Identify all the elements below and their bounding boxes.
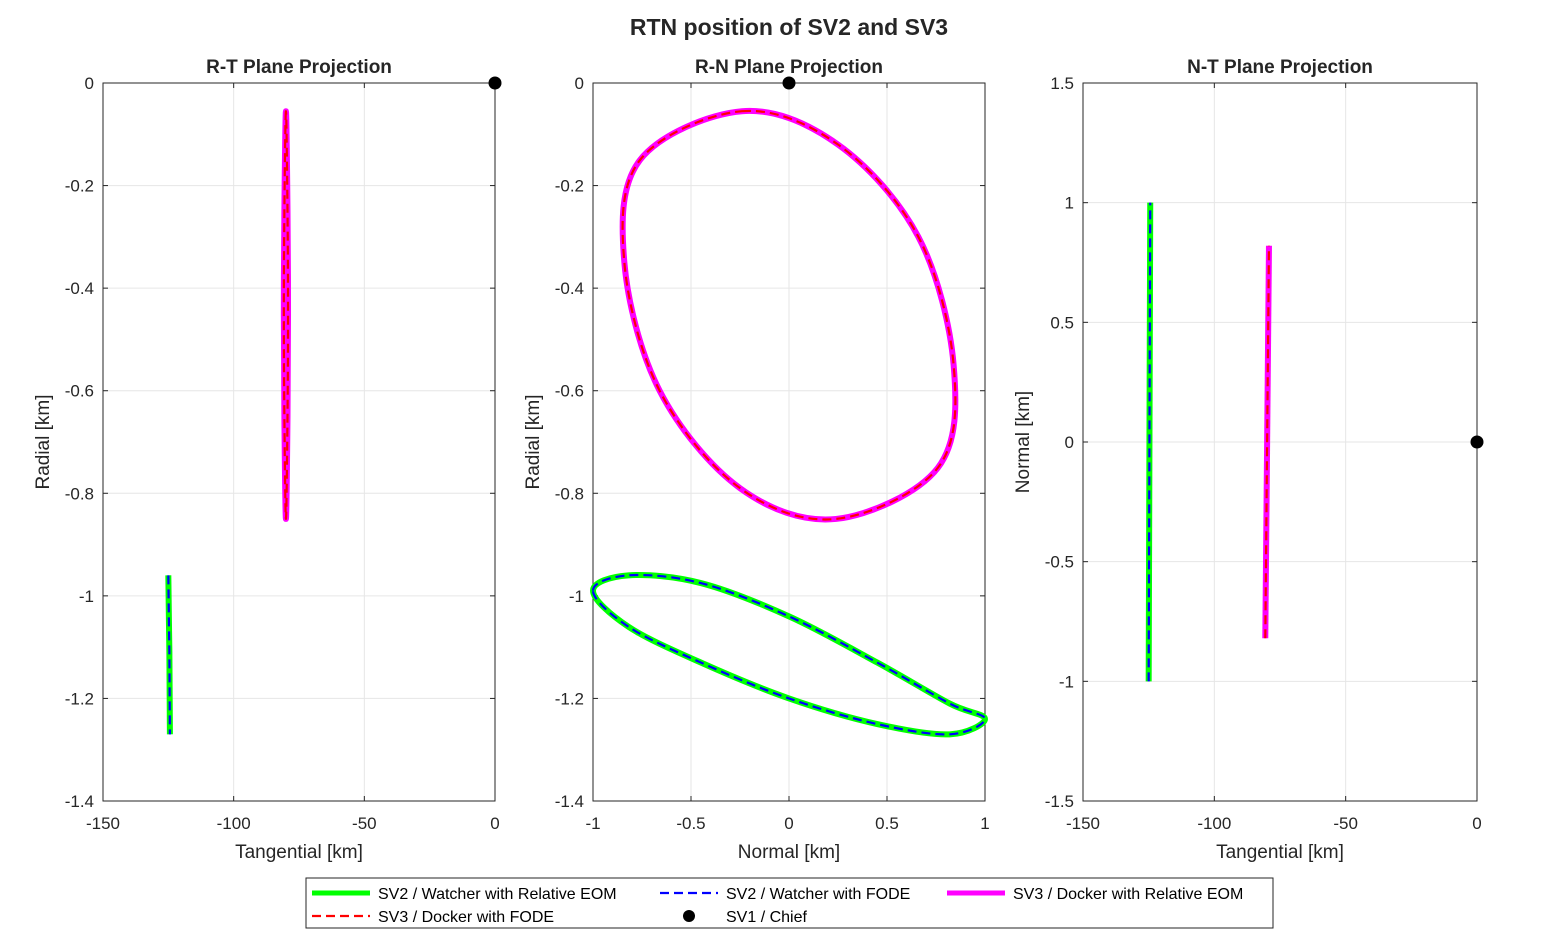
y-tick-label: 0 bbox=[85, 74, 94, 93]
y-tick-label: -0.6 bbox=[65, 382, 94, 401]
y-tick-label: -0.6 bbox=[555, 382, 584, 401]
x-tick-label: -50 bbox=[1333, 814, 1358, 833]
legend-entry: SV3 / Docker with FODE bbox=[312, 909, 554, 926]
series-line-2 bbox=[1147, 202, 1152, 682]
x-tick-label: 0.5 bbox=[875, 814, 899, 833]
y-tick-label: -0.4 bbox=[65, 279, 94, 298]
y-tick-label: -0.8 bbox=[555, 484, 584, 503]
y-tick-label: -0.4 bbox=[555, 279, 584, 298]
chief-marker bbox=[488, 76, 502, 90]
legend-label: SV2 / Watcher with FODE bbox=[726, 886, 910, 903]
x-axis-label: Tangential [km] bbox=[1216, 842, 1344, 863]
series-group bbox=[165, 108, 292, 735]
y-tick-label: -1.4 bbox=[65, 792, 94, 811]
series-line-2 bbox=[591, 573, 987, 736]
x-tick-label: -50 bbox=[352, 814, 377, 833]
legend-marker bbox=[683, 910, 695, 922]
y-axis-label: Radial [km] bbox=[523, 394, 544, 489]
y-tick-label: -1.5 bbox=[1045, 792, 1074, 811]
legend-label: SV2 / Watcher with Relative EOM bbox=[378, 886, 617, 903]
legend-label: SV1 / Chief bbox=[726, 909, 807, 926]
series-group bbox=[1145, 202, 1272, 682]
y-axis-label: Normal [km] bbox=[1013, 391, 1034, 493]
subplot-title: R-N Plane Projection bbox=[695, 57, 883, 78]
x-tick-label: -100 bbox=[1197, 814, 1231, 833]
x-tick-label: -0.5 bbox=[676, 814, 705, 833]
series-group bbox=[590, 107, 988, 738]
y-tick-label: -0.2 bbox=[555, 177, 584, 196]
legend-box bbox=[305, 877, 1274, 929]
axes-box bbox=[102, 82, 496, 802]
legend-entry: SV2 / Watcher with FODE bbox=[660, 886, 910, 903]
series-line-1 bbox=[165, 575, 173, 735]
legend: SV2 / Watcher with Relative EOM SV2 / Wat… bbox=[305, 877, 1274, 929]
subplots: -150 -100 -50 0-1.4-1.2-1-0.8-0.6-0.4-0.20R… bbox=[33, 57, 1484, 863]
chief-marker bbox=[782, 76, 796, 90]
x-tick-label: 0 bbox=[784, 814, 793, 833]
y-tick-label: -1 bbox=[1059, 672, 1074, 691]
plot-area bbox=[103, 83, 495, 801]
x-tick-label: -100 bbox=[217, 814, 251, 833]
x-axis-label: Normal [km] bbox=[738, 842, 840, 863]
x-tick-label: 0 bbox=[490, 814, 499, 833]
x-tick-label: 1 bbox=[980, 814, 989, 833]
subplot-title: R-T Plane Projection bbox=[206, 57, 392, 78]
legend-entry: SV2 / Watcher with Relative EOM bbox=[312, 886, 617, 903]
legend-label: SV3 / Docker with FODE bbox=[378, 909, 554, 926]
chief-marker bbox=[1470, 435, 1484, 449]
y-tick-label: 1.5 bbox=[1050, 74, 1074, 93]
x-axis-label: Tangential [km] bbox=[235, 842, 363, 863]
y-tick-label: -1.4 bbox=[555, 792, 584, 811]
legend-label: SV3 / Docker with Relative EOM bbox=[1013, 886, 1243, 903]
y-tick-label: -1.2 bbox=[555, 689, 584, 708]
subplot-title: N-T Plane Projection bbox=[1187, 57, 1373, 78]
subplot-2: -1 -0.5 0 0.5 1 -1.4 -1.2 -1 -0.8 -0.6 -0.4 -0.2 0 R-… bbox=[523, 57, 990, 863]
subplot-3: -150 -100 -50 0 -1.5 -1 -0.5 0 0.5 1 1.5 N-T Plane … bbox=[1013, 57, 1484, 863]
series-line-4 bbox=[1264, 245, 1271, 639]
legend-entry: SV1 / Chief bbox=[683, 909, 807, 926]
y-tick-label: -0.8 bbox=[65, 484, 94, 503]
y-axis-label: Radial [km] bbox=[33, 394, 54, 489]
x-tick-label: -150 bbox=[1066, 814, 1100, 833]
legend-entry: SV3 / Docker with Relative EOM bbox=[947, 886, 1243, 903]
y-tick-label: 0 bbox=[1065, 433, 1074, 452]
y-tick-label: 0.5 bbox=[1050, 313, 1074, 332]
x-tick-label: -150 bbox=[86, 814, 120, 833]
y-tick-label: -1 bbox=[79, 587, 94, 606]
subplot-1: -150 -100 -50 0 -1.4 -1.2 -1 -0.8 -0.6 -0.4 -0.2 0 R… bbox=[33, 57, 502, 863]
y-tick-label: -0.2 bbox=[65, 177, 94, 196]
y-tick-label: -1 bbox=[569, 587, 584, 606]
x-tick-label: 0 bbox=[1472, 814, 1481, 833]
y-tick-label: 1 bbox=[1065, 194, 1074, 213]
series-line-2 bbox=[167, 575, 171, 735]
y-tick-label: -1.2 bbox=[65, 689, 94, 708]
series-line-4 bbox=[282, 110, 290, 521]
figure-title: RTN position of SV2 and SV3 bbox=[630, 14, 948, 40]
series-line-4 bbox=[621, 109, 957, 521]
x-tick-label: -1 bbox=[585, 814, 600, 833]
y-tick-label: -0.5 bbox=[1045, 553, 1074, 572]
y-tick-label: 0 bbox=[575, 74, 584, 93]
